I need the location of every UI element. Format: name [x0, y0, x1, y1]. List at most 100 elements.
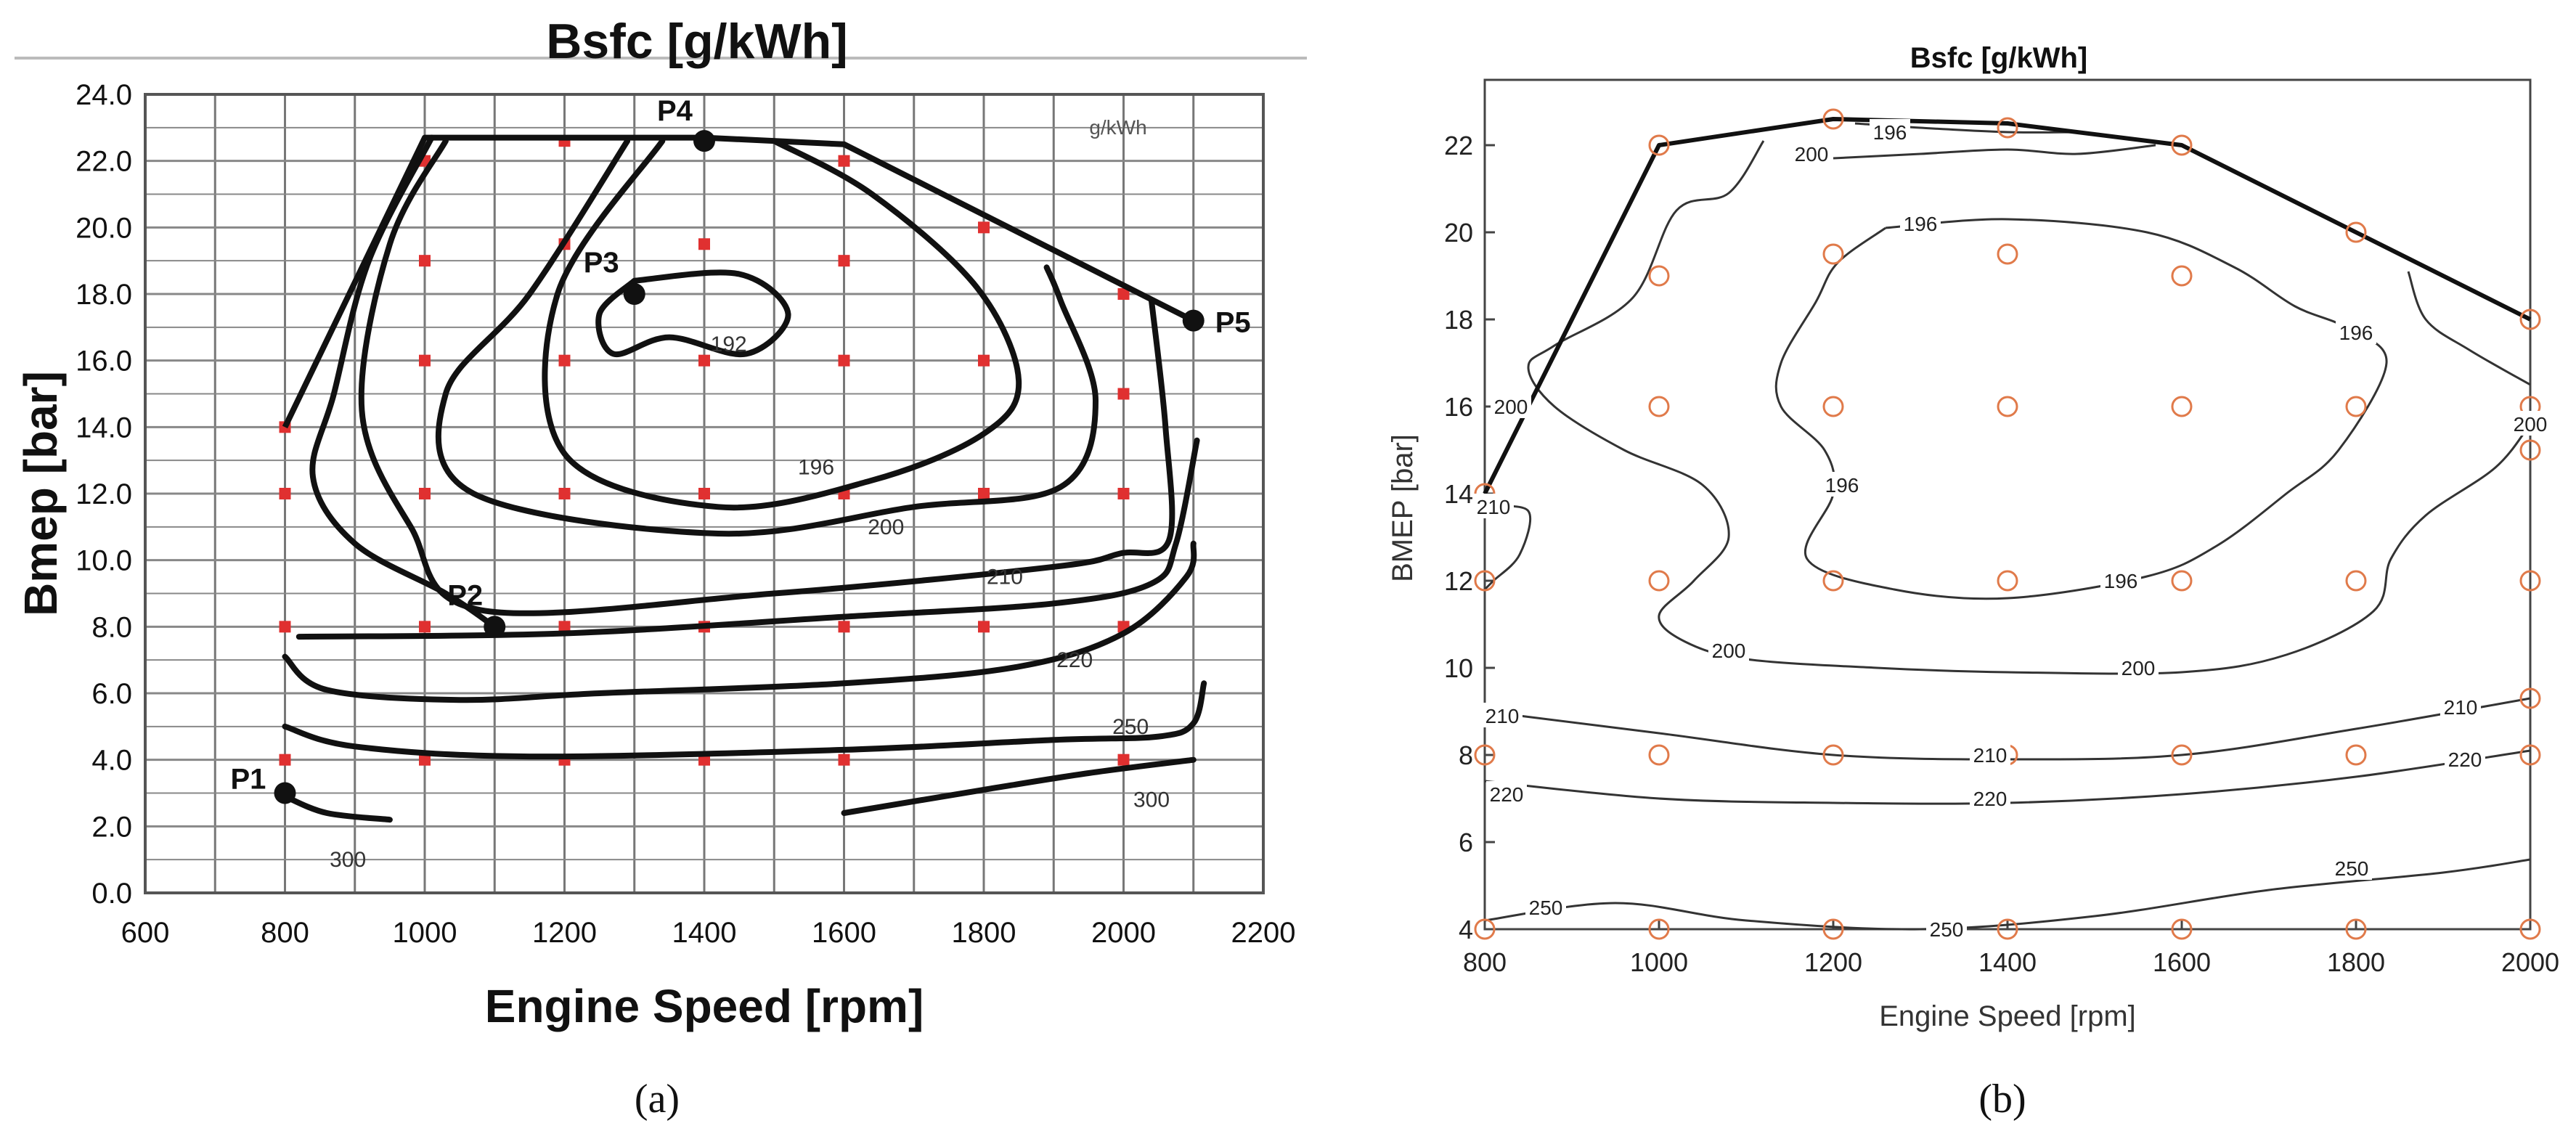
panel-b-contour-label-bg	[1870, 119, 1910, 144]
panel-a-measurement-point	[1117, 288, 1130, 300]
panel-a-y-tick-label: 6.0	[91, 678, 132, 710]
panel-a-title: Bsfc [g/kWh]	[546, 14, 848, 69]
panel-a-y-tick-label: 16.0	[76, 346, 132, 377]
panel-b-contour-label: 250	[2335, 857, 2369, 880]
panel-a-y-tick-label: 14.0	[76, 412, 132, 444]
panel-a-contour-300	[282, 793, 393, 823]
panel-b-contour-label: 196	[1904, 213, 1938, 235]
panel-a-plot-frame	[144, 93, 1265, 894]
panel-b-measurement-point	[1822, 744, 1844, 766]
panel-b-measurement-point	[2345, 918, 2367, 940]
panel-a-measurement-point	[978, 621, 990, 633]
panel-b-measurement-point	[2345, 396, 2367, 417]
panel-b-contour-label-bg	[1822, 472, 1862, 497]
panel-a-contour-label: 250	[1112, 715, 1149, 739]
panel-a-x-axis-label: Engine Speed [rpm]	[485, 980, 924, 1032]
panel-b-measurement-point	[1648, 744, 1670, 766]
panel-a-y-tick-label: 8.0	[91, 611, 132, 643]
panel-b-measurement-point	[1648, 265, 1670, 287]
panel-b-contour-label: 220	[1973, 788, 2008, 810]
panel-b-contour-label: 220	[2448, 748, 2482, 771]
panel-a-point-label: P4	[657, 95, 693, 127]
panel-b-measurement-point	[2171, 918, 2193, 940]
panel-b-measurement-point	[1822, 243, 1844, 265]
panel-b-contour-label-bg	[1473, 494, 1514, 518]
panel-b-measurement-point	[2171, 134, 2193, 156]
panel-a-measurement-point	[558, 354, 571, 367]
panel-b-measurement-point	[1997, 918, 2018, 940]
panel-a-measurement-point	[978, 488, 990, 499]
panel-b-measurement-point	[2171, 265, 2193, 287]
panel-b-contour-label: 250	[1930, 918, 1964, 941]
panel-b-measurement-point	[2519, 918, 2541, 940]
panel-a-x-tick-label: 2000	[1091, 917, 1156, 949]
panel-a-measurement-point	[419, 255, 431, 267]
panel-b-contour-label-bg	[1970, 785, 2010, 810]
panel-a-contour-300	[841, 756, 1197, 816]
panel-b-title: Bsfc [g/kWh]	[1910, 42, 2087, 74]
panel-a-x-tick-label: 1600	[812, 917, 876, 949]
panel-b-contour-label: 196	[1825, 474, 1859, 497]
panel-b-y-ticks: 4 6 8 10 12 14 16 18 20 22	[1444, 131, 1495, 944]
panel-b-measurement-point	[1474, 918, 1496, 940]
panel-b-contour-label-bg	[1926, 916, 1967, 941]
panel-a-operating-points: P1 P2 P3 P4 P5	[231, 95, 1251, 804]
panel-a-x-tick-label: 600	[121, 917, 170, 949]
panel-a-measurement-point	[838, 255, 850, 267]
panel-b: Bsfc [g/kWh] 4 6 8 10 12 14 16 18 20 22 800 1000 12…	[1387, 42, 2559, 1122]
panel-a-measurement-point	[838, 621, 850, 633]
panel-b-contour-label-bg	[1791, 141, 1832, 166]
panel-b-contour-label: 210	[2444, 696, 2478, 719]
panel-a: Bsfc [g/kWh] 0.0 2.0 4.0 6.0 8.0 10.0 12.0 14.0…	[15, 14, 1307, 1122]
panel-b-contour-label-bg	[2445, 746, 2485, 771]
panel-a-y-tick-label: 0.0	[91, 878, 132, 910]
panel-b-contour-200	[2407, 271, 2531, 386]
panel-a-measurement-point	[279, 754, 291, 766]
panel-b-measurement-point	[1822, 108, 1844, 130]
panel-a-measurement-point	[978, 354, 990, 367]
panel-b-measurement-point	[1648, 396, 1670, 417]
panel-a-measurement-point	[419, 488, 431, 499]
panel-b-y-tick-label: 20	[1444, 218, 1473, 248]
panel-b-contour-label-bg	[1491, 393, 1531, 418]
panel-a-measurement-point	[698, 754, 710, 766]
panel-b-contour-label-bg	[2510, 411, 2551, 436]
panel-b-contour-label: 196	[2104, 570, 2138, 592]
panel-b-y-tick-label: 8	[1459, 740, 1473, 770]
panel-b-contour-label: 210	[1477, 496, 1511, 518]
panel-b-x-tick-label: 800	[1463, 947, 1507, 977]
panel-b-contour-label: 210	[1973, 744, 2008, 767]
panel-b-measurement-point	[2345, 570, 2367, 592]
panel-b-caption: (b)	[1978, 1077, 2026, 1122]
panel-b-contour-label: 200	[2121, 657, 2156, 679]
panel-a-measurement-point	[838, 354, 850, 367]
panel-a-point-label: P3	[584, 247, 619, 279]
panel-b-measurement-point	[2519, 744, 2541, 766]
panel-b-measurement-point	[2171, 744, 2193, 766]
panel-a-contour-label: 210	[987, 566, 1023, 589]
panel-a-x-tick-label: 1800	[952, 917, 1016, 949]
panel-b-contour-label-bg	[2440, 694, 2481, 719]
panel-a-contour-250	[282, 540, 1197, 703]
panel-a-contour-label: 220	[1056, 648, 1093, 672]
panel-a-x-tick-label: 1000	[393, 917, 457, 949]
panel-b-contour-labels: 196 200 196 196 200 200 210 196 196 200 200 210 210 2…	[1473, 119, 2551, 941]
panel-b-measurement-point	[1822, 918, 1844, 940]
panel-a-point-marker	[1182, 309, 1205, 332]
panel-b-contour-label-bg	[1525, 894, 1566, 919]
panel-b-contour-250	[1484, 858, 2531, 931]
panel-b-measurement-point	[2519, 687, 2541, 709]
panel-b-y-tick-label: 6	[1459, 828, 1473, 857]
panel-a-contour-200	[435, 138, 1099, 537]
panel-a-contour-label: 200	[868, 515, 904, 539]
panel-a-contour-label: 192	[711, 332, 747, 356]
panel-b-x-tick-label: 1400	[1978, 947, 2037, 977]
panel-b-contour-200	[1527, 140, 2532, 675]
panel-a-point-label: P2	[447, 579, 483, 611]
panel-a-measurement-point	[698, 238, 710, 250]
panel-b-measurement-point	[2345, 221, 2367, 243]
panel-b-contour-200	[1833, 144, 2156, 160]
panel-b-measurement-point	[1822, 396, 1844, 417]
panel-b-measurement-point	[1648, 134, 1670, 156]
